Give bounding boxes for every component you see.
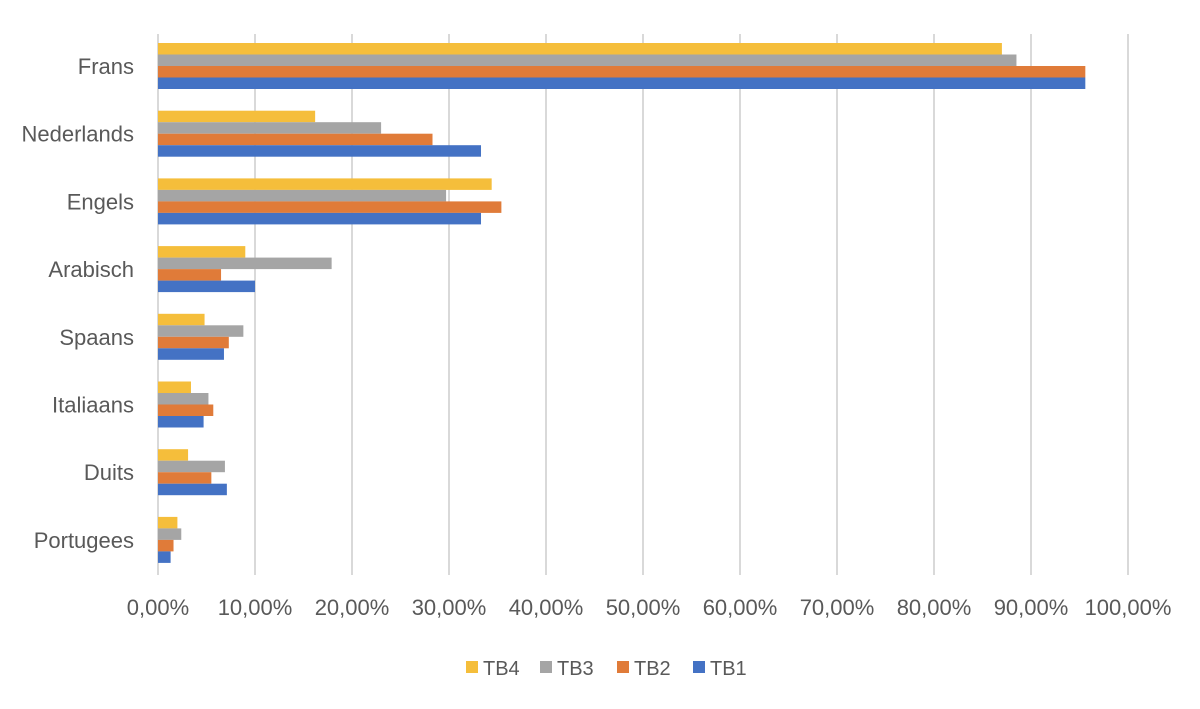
bar-tb4-arabisch [158,246,246,258]
x-tick-label: 30,00% [412,595,487,620]
bars [158,43,1086,563]
bar-tb4-portugees [158,516,178,529]
bar-tb2-italiaans [158,404,214,416]
x-tick-labels: 0,00% 10,00% 20,00% 30,00% 40,00% 50,00% 60,00… [127,595,1172,620]
x-tick-label: 80,00% [897,595,972,620]
category-label: Arabisch [48,257,134,282]
bar-tb4-engels [158,178,492,190]
x-tick-label: 60,00% [703,595,778,620]
legend-swatch-tb4 [466,661,478,673]
bar-tb2-portugees [158,539,174,552]
bar-tb3-frans [158,54,1017,66]
bar-tb1-italiaans [158,416,204,428]
x-tick-label: 50,00% [606,595,681,620]
category-label: Spaans [59,325,134,350]
x-tick-label: 10,00% [218,595,293,620]
legend-swatch-tb3 [540,661,552,673]
x-tick-label: 100,00% [1085,595,1172,620]
bar-tb1-duits [158,483,227,496]
bar-tb4-duits [158,449,189,461]
legend: TB4 TB3 TB2 TB1 [466,658,747,680]
legend-swatch-tb1 [693,661,705,673]
bar-tb1-portugees [158,551,171,563]
bar-tb3-engels [158,189,447,202]
bar-tb3-duits [158,460,225,473]
legend-label-tb4: TB4 [483,658,520,680]
y-category-labels: Frans Nederlands Engels Arabisch Spaans Itali… [21,54,134,553]
bar-tb3-italiaans [158,393,209,405]
bar-tb2-engels [158,201,502,213]
bar-tb4-italiaans [158,381,191,393]
bar-tb1-engels [158,212,482,225]
legend-label-tb2: TB2 [634,658,671,680]
bar-tb4-spaans [158,313,205,326]
bar-tb2-nederlands [158,133,433,146]
legend-swatch-tb2 [617,661,629,673]
category-label: Italiaans [52,393,134,418]
x-tick-label: 0,00% [127,595,189,620]
bar-tb1-arabisch [158,280,255,293]
bar-tb2-frans [158,66,1086,78]
bar-tb3-arabisch [158,257,332,270]
bar-tb1-spaans [158,348,224,360]
category-label: Portugees [34,528,134,553]
x-tick-label: 70,00% [800,595,875,620]
legend-label-tb3: TB3 [557,658,594,680]
x-tick-label: 20,00% [315,595,390,620]
bar-tb2-duits [158,472,212,484]
bar-tb3-portugees [158,528,182,540]
bar-tb2-arabisch [158,269,222,281]
category-label: Engels [67,189,134,214]
bar-tb1-nederlands [158,145,482,157]
category-label: Duits [84,460,134,485]
x-tick-label: 90,00% [994,595,1069,620]
category-label: Frans [78,54,134,79]
x-tick-label: 40,00% [509,595,584,620]
bar-tb3-spaans [158,325,244,337]
bar-tb2-spaans [158,336,229,349]
category-label: Nederlands [21,122,134,147]
bar-tb3-nederlands [158,122,382,134]
bar-tb4-frans [158,43,1002,55]
bar-tb1-frans [158,77,1086,89]
bar-tb4-nederlands [158,110,316,123]
legend-label-tb1: TB1 [710,658,747,680]
